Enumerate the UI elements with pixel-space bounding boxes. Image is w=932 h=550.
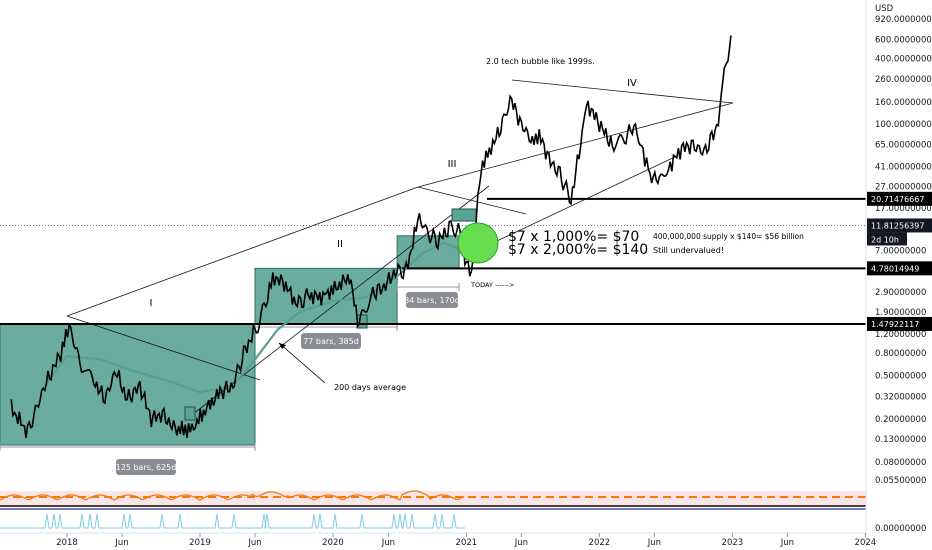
range-measure-label: 34 bars, 170d [404,296,460,305]
countdown-text: 2d 10h [871,235,899,244]
y-tick-label: 160.00000000 [875,98,932,108]
y-tick-label: 41.00000000 [875,162,932,172]
x-axis: 2018 Jun 2019 Jun 2020 Jun 2021 Jun 2022 Jun 2023 J… [0,532,877,548]
y-tick-label: 600.00000000 [875,35,932,45]
x-tick-label: 2020 [322,538,344,548]
x-tick-label: Jun [647,538,661,548]
range-measure-pill [116,459,176,475]
ma-line [43,241,463,394]
price-series [10,35,732,438]
level-tag-text: 4.78014949 [871,264,919,273]
price-tags: 20.71476667 4.78014949 1.47922117 11.812563… [867,191,932,331]
y-tick-label: 400.00000000 [875,54,932,64]
today-annotation: TODAY ------> [470,281,514,289]
indicator-pane [0,490,866,529]
undervalued-annotation: Still undervalued! [653,246,724,255]
y-tick-label: 0.08000000 [875,458,926,468]
wave-label: I [150,298,153,309]
wave-label: III [448,159,457,170]
countdown-tag [867,232,907,246]
level-tag-text: 1.47922117 [871,320,919,329]
ma-arrow-head [279,343,286,349]
y-tick-label: 0.20000000 [875,415,926,425]
current-price-tag [867,218,932,233]
y-tick-label: 1.20000000 [875,330,926,340]
y-tick-label: 920.00000000 [875,15,932,25]
x-tick-label: 2019 [189,538,211,548]
y-axis: USD 920.00000000 600.00000000 400.00000000… [865,0,932,550]
trend-line [417,102,734,188]
indicator-rsi-line [0,490,465,501]
range-boxes: 125 bars, 625d 77 bars, 385d 34 bars, 170d [0,235,464,475]
y-tick-label: 7.00000000 [875,246,926,256]
x-tick-label: 2021 [456,538,478,548]
wave-label: II [337,239,343,250]
y-tick-label: 17.00000000 [875,204,932,214]
indicator-signal-line [0,513,465,529]
y-tick-label: 27.00000000 [875,182,932,192]
y-tick-label: 0.80000000 [875,349,926,359]
range-measure-label: 125 bars, 625d [116,463,177,472]
y-tick-label: 0.05500000 [875,476,926,486]
supply-annotation: 400,000,000 supply x $140= $56 billion [653,232,804,241]
ma-arrow-line [278,342,326,384]
level-tag [867,316,932,331]
trend-line [66,186,419,317]
x-tick-label: 2018 [56,538,78,548]
bubble-annotation: 2.0 tech bubble like 1999s. [486,57,595,66]
trend-line [477,155,678,251]
y-tick-label: 2.90000000 [875,288,926,298]
trend-line [66,315,261,381]
range-measure-pill [301,333,361,349]
target-1-annotation: $7 x 1,000%= $70 [508,229,639,245]
level-tag [867,261,932,276]
level-tag-text: 20.71476667 [871,195,924,204]
anchor-marker [184,406,196,421]
trend-line [511,79,734,104]
x-tick-label: 2022 [589,538,611,548]
x-tick-label: Jun [114,538,128,548]
y-tick-label: 100.00000000 [875,120,932,130]
target-2-annotation: $7 x 2,000%= $140 [508,242,648,258]
x-tick-label: Jun [247,538,261,548]
x-tick-label: 2023 [722,538,744,548]
x-tick-label: 2024 [855,538,877,548]
moving-average [43,241,463,394]
y-tick-label: 0.50000000 [875,371,926,381]
x-tick-label: Jun [381,538,395,548]
price-line [10,35,732,438]
range-box [0,323,256,446]
x-tick-label: Jun [514,538,528,548]
y-tick-label: 0.32000000 [875,393,926,403]
y-tick-label-indicator: 0.00000000 [875,524,926,534]
range-measure-pill [406,292,458,308]
range-box [254,267,398,325]
current-price-text: 11.81256397 [871,221,924,230]
trend-line [417,186,527,215]
y-tick-label: 260.00000000 [875,75,932,85]
horizontal-levels [0,197,866,325]
y-tick-label: 0.13000000 [875,435,926,445]
wave-label: IV [627,78,637,89]
x-tick-label: Jun [780,538,794,548]
level-tag [867,191,932,206]
ma-annotation: 200 days average [334,383,406,392]
currency-label: USD [875,4,894,14]
anchor-marker [451,208,477,222]
y-tick-label: 1.90000000 [875,308,926,318]
highlight-circle [457,222,499,264]
range-measure-label: 77 bars, 385d [303,337,359,346]
y-tick-label: 65.00000000 [875,141,932,151]
